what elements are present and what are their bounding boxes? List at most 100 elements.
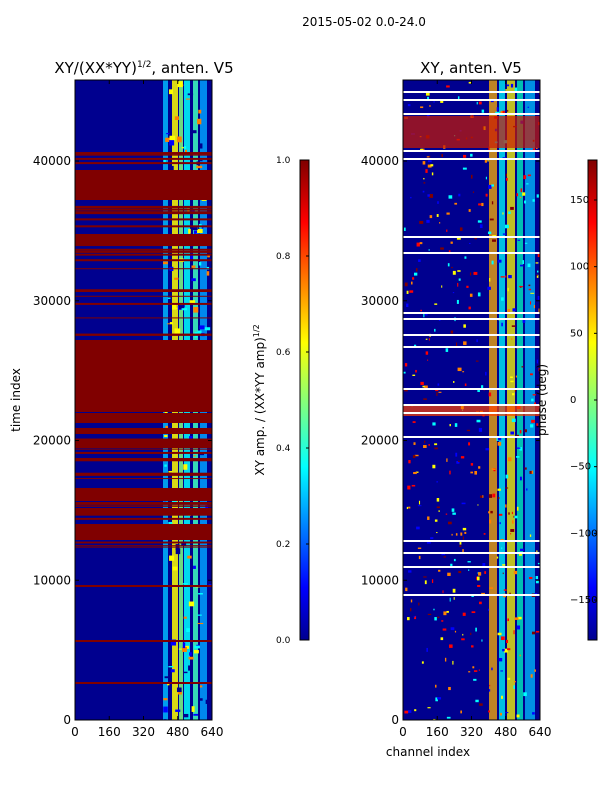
heatmap-speckle <box>506 177 508 181</box>
heatmap-speckle <box>519 476 522 481</box>
heatmap-speckle <box>512 308 516 312</box>
heatmap-speckle <box>532 199 535 202</box>
flagged-line <box>403 412 540 414</box>
flagged-line <box>75 489 212 491</box>
heatmap-speckle <box>164 464 167 467</box>
heatmap-speckle <box>409 290 414 293</box>
colorbar-tick-label: −150 <box>570 595 597 606</box>
flagged-line <box>403 540 540 542</box>
heatmap-speckle <box>479 601 482 605</box>
heatmap-speckle <box>531 470 534 474</box>
heatmap-speckle <box>477 504 479 506</box>
heatmap-speckle <box>508 211 511 215</box>
heatmap-speckle <box>514 388 517 392</box>
heatmap-speckle <box>182 583 188 585</box>
right-axes: 0 160 320 480 640 0 10000 20000 30000 40000 <box>361 80 552 739</box>
colorbar-tick-label: 0.4 <box>276 444 291 454</box>
heatmap-speckle <box>197 330 202 334</box>
heatmap-speckle <box>469 272 472 276</box>
heatmap-speckle <box>521 366 524 368</box>
heatmap-speckle <box>488 511 492 514</box>
flagged-line <box>75 157 212 160</box>
heatmap-speckle <box>454 630 457 633</box>
heatmap-speckle <box>423 313 425 318</box>
heatmap-speckle <box>163 159 166 163</box>
heatmap-speckle <box>174 277 179 280</box>
colorbar-tick-label: 0.0 <box>276 636 291 646</box>
heatmap-speckle <box>522 192 526 196</box>
x-tick-label: 640 <box>529 725 552 739</box>
heatmap-speckle <box>481 639 483 642</box>
flagged-line <box>403 312 540 314</box>
heatmap-speckle <box>434 447 438 450</box>
heatmap-speckle <box>176 687 182 693</box>
heatmap-speckle <box>466 429 471 432</box>
heatmap-speckle <box>534 402 536 405</box>
flagged-line <box>75 218 212 221</box>
heatmap-speckle <box>407 710 412 713</box>
flagged-line <box>75 541 212 543</box>
heatmap-speckle <box>414 615 417 620</box>
heatmap-speckle <box>484 571 487 574</box>
heatmap-speckle <box>182 647 187 652</box>
heatmap-speckle <box>404 363 408 367</box>
heatmap-speckle <box>168 666 174 668</box>
heatmap-speckle <box>432 422 436 426</box>
heatmap-speckle <box>168 471 173 473</box>
heatmap-speckle <box>505 275 507 278</box>
flagged-line <box>403 318 540 320</box>
flagged-band <box>75 392 212 406</box>
heatmap-speckle <box>479 224 483 229</box>
flagged-band <box>75 682 212 684</box>
heatmap-speckle <box>456 299 459 304</box>
heatmap-speckle <box>511 338 513 341</box>
heatmap-speckle <box>433 100 435 103</box>
heatmap-speckle <box>434 443 438 446</box>
heatmap-speckle <box>167 297 171 299</box>
x-tick-label: 480 <box>166 725 189 739</box>
flagged-line <box>75 341 212 344</box>
heatmap-speckle <box>516 506 519 511</box>
heatmap-speckle <box>440 637 444 641</box>
flagged-line <box>75 451 212 454</box>
heatmap-speckle <box>205 504 209 510</box>
heatmap-speckle <box>446 610 449 613</box>
heatmap-speckle <box>175 709 181 712</box>
heatmap-speckle <box>407 485 411 490</box>
flagged-line <box>75 438 212 441</box>
y-tick-label: 20000 <box>33 434 71 448</box>
heatmap-speckle <box>501 322 503 327</box>
heatmap-speckle <box>424 580 427 585</box>
heatmap-speckle <box>166 133 170 135</box>
heatmap-speckle <box>505 474 509 479</box>
heatmap-speckle <box>448 686 451 691</box>
heatmap-speckle <box>415 471 419 473</box>
flagged-line <box>75 354 212 356</box>
flagged-line <box>75 378 212 381</box>
heatmap-speckle <box>497 488 501 491</box>
heatmap-speckle <box>197 118 202 125</box>
heatmap-speckle <box>414 344 417 347</box>
heatmap-speckle <box>427 194 430 197</box>
heatmap-speckle <box>193 455 196 457</box>
heatmap-speckle <box>199 698 203 701</box>
flagged-line <box>403 594 540 596</box>
colorbar-tick-label: 0 <box>570 395 576 406</box>
left-axes: 0 160 320 480 640 0 10000 20000 30000 40000 <box>33 80 223 739</box>
heatmap-speckle <box>477 576 480 581</box>
heatmap-speckle <box>464 531 467 534</box>
heatmap-speckle <box>450 627 455 631</box>
heatmap-speckle <box>445 513 448 515</box>
heatmap-speckle <box>446 716 451 719</box>
y-tick-label: 0 <box>63 713 71 727</box>
heatmap-speckle <box>500 636 505 641</box>
heatmap-speckle <box>448 195 453 199</box>
heatmap-speckle <box>193 307 199 313</box>
heatmap-speckle <box>492 493 496 498</box>
heatmap-speckle <box>430 164 434 167</box>
heatmap-speckle <box>419 220 424 224</box>
flagged-line <box>75 186 212 189</box>
heatmap-speckle <box>522 319 526 323</box>
flagged-line <box>75 248 212 251</box>
heatmap-speckle <box>516 193 519 197</box>
